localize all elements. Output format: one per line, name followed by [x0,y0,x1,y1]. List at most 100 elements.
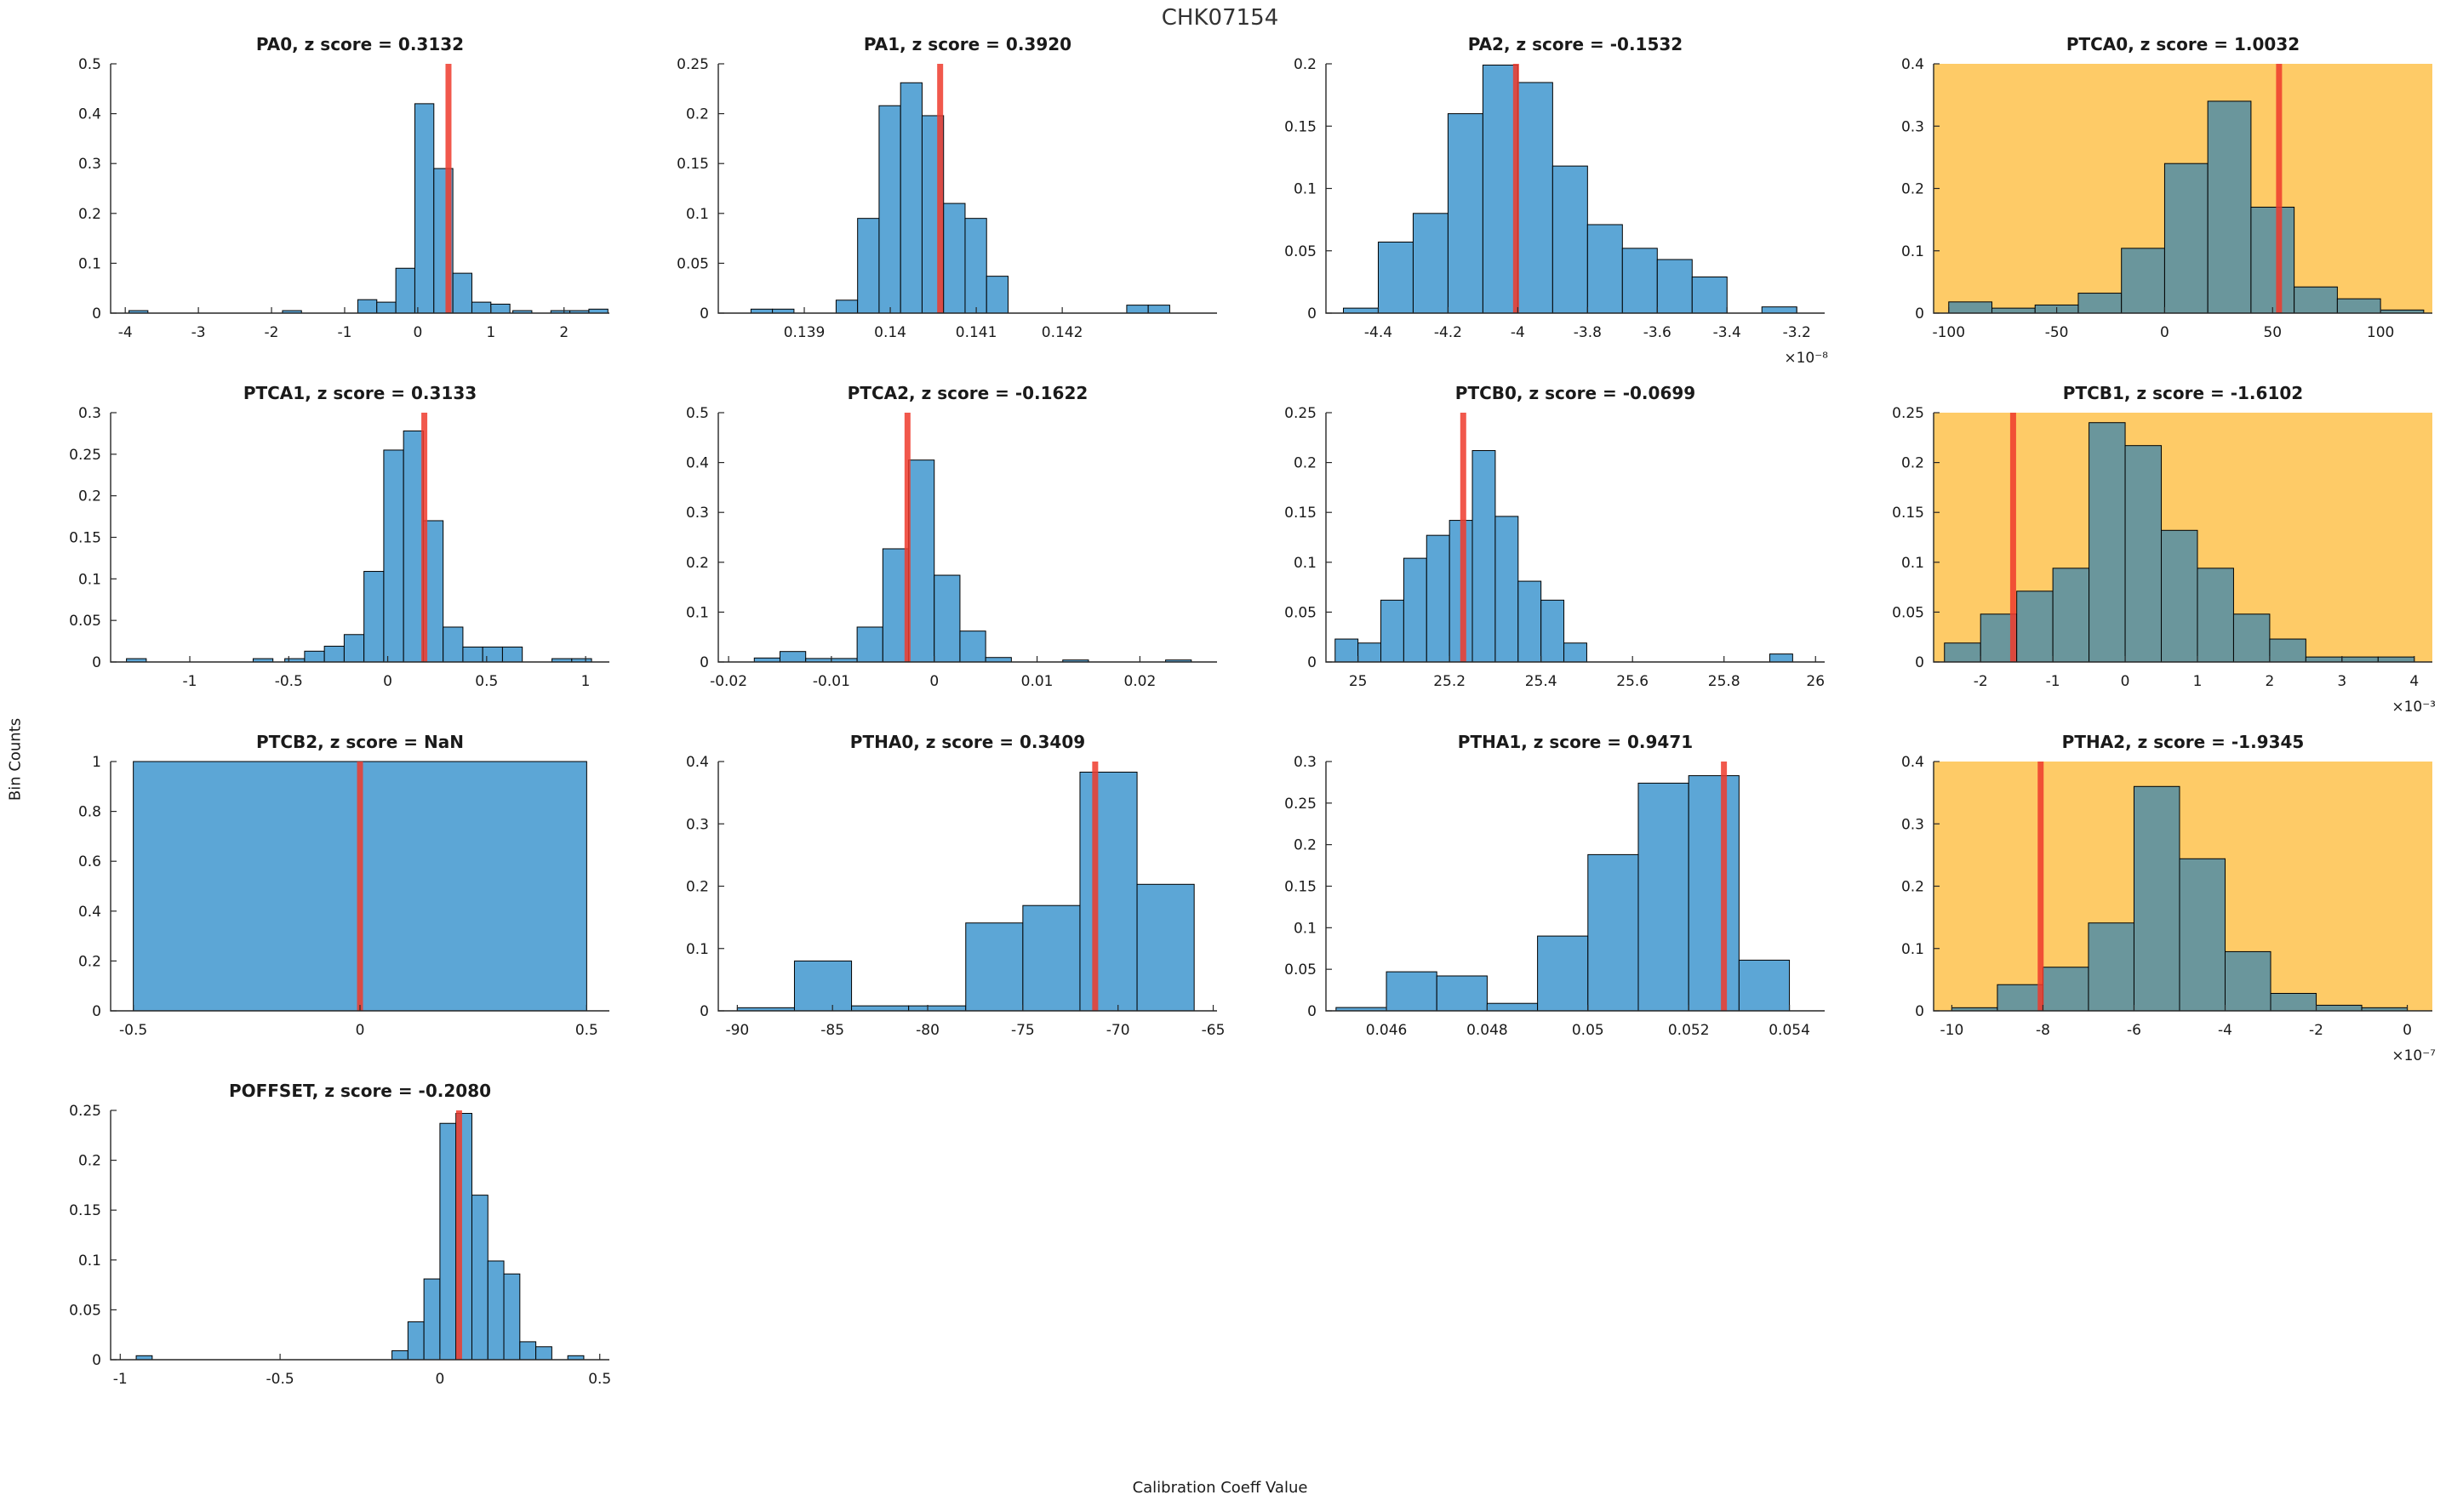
histogram-bar [2197,568,2234,663]
x-tick-label: 1 [2193,673,2203,690]
histogram-bar [2336,298,2381,314]
x-tick-label: -100 [1932,324,1965,341]
x-tick-label: -0.01 [813,673,850,690]
x-tick-label: -6 [2127,1022,2141,1039]
x-tick-label: 0.046 [1366,1022,1408,1039]
y-tick-label: 0 [92,305,101,322]
axes-lines [110,1110,609,1361]
coeff-value-line [1512,64,1519,313]
x-tick-label: 0.048 [1466,1022,1508,1039]
subplot-title: PA1, z score = 0.3920 [864,34,1071,54]
x-tick-label: 0.142 [1042,324,1083,341]
x-tick-label: -80 [916,1022,940,1039]
histogram-bar [383,449,404,663]
x-tick-label: -3 [191,324,206,341]
histogram-bar [779,651,807,663]
y-tick-label: 0 [92,1003,101,1020]
histogram-bar [2250,206,2295,314]
x-tick-label: 2 [559,324,569,341]
histogram-bar [835,300,859,314]
histogram-bar [772,308,795,314]
y-tick-label: 0.3 [1294,754,1317,771]
histogram-bar [2207,100,2252,314]
histogram-bar [1551,165,1588,314]
y-tick-label: 0.15 [1892,505,1924,522]
histogram-bar [1147,305,1170,314]
subplot-ptca2: -0.02 -0.01 0 0.01 0.02 0 0.1 0.2 0.3 0.4 0.5 PTCA2… [686,383,1217,690]
y-tick-label: 0.1 [1901,555,1924,572]
x-tick-label: -65 [1202,1022,1226,1039]
x-tick-label: 0.054 [1769,1022,1810,1039]
subplot-grid: -4 -3 -2 -1 0 1 2 0 0.1 0.2 0.3 0.4 0.5 PA0, z score … [7,26,2437,1421]
y-tick-label: 0.25 [69,1103,101,1120]
coeff-value-line [2276,64,2283,313]
y-tick-label: 0.2 [1901,455,1924,472]
x-tick-label: -85 [820,1022,844,1039]
x-tick-label: -70 [1106,1022,1130,1039]
x-tick-label: -1 [113,1371,128,1388]
y-tick-label: 0.25 [69,447,101,464]
x-tick-label: 0.5 [588,1371,611,1388]
x-tick-label: 0.139 [784,324,826,341]
y-tick-label: 0.2 [1901,879,1924,896]
subplot-ptca1: -1 -0.5 0 0.5 1 0 0.05 0.1 0.15 0.2 0.25 0.3 PTCA1, … [69,383,609,690]
x-tick-label: -1 [183,673,197,690]
histogram-bar [376,301,397,314]
x-tick-label: -4.4 [1364,324,1392,341]
x-tick-label: 0.14 [874,324,906,341]
coeff-value-line [904,413,911,662]
y-tick-label: 0 [1915,654,1924,671]
histogram-bar [1126,305,1149,314]
x-tick-label: 0.5 [575,1022,598,1039]
x-tick-label: -0.5 [119,1022,147,1039]
coeff-value-line [445,64,452,313]
subplot-title: PTCB1, z score = -1.6102 [2063,383,2303,403]
histogram-bar [2163,163,2209,314]
y-tick-label: 0.4 [78,106,101,123]
histogram-bar [959,630,986,663]
histogram-bar [1691,277,1728,314]
subplot-title: PTCA2, z score = -0.1622 [848,383,1089,403]
axes-lines [717,413,1217,663]
histogram-bar [1738,959,1791,1012]
subplot-title: PA0, z score = 0.3132 [256,34,464,54]
x-tick-label: 25.4 [1525,673,1557,690]
histogram-bar [1403,557,1427,663]
y-tick-label: 0.2 [1294,837,1317,854]
histogram-bar [2121,248,2165,314]
y-tick-label: 0.5 [686,405,709,422]
x-tick-label: -4 [1511,324,1525,341]
x-tick-label: -1 [2046,673,2060,690]
histogram-bar [2052,568,2090,663]
x-tick-label: -0.5 [266,1371,294,1388]
coeff-value-line [1460,413,1466,662]
x-tick-label: -50 [2045,324,2069,341]
y-tick-label: 0 [700,305,709,322]
histogram-bar [1540,599,1565,663]
y-tick-label: 0.05 [1892,604,1924,621]
histogram-bar [934,574,961,663]
histogram-bar [2077,293,2123,314]
y-tick-label: 0.15 [69,530,101,547]
y-tick-label: 0 [92,1352,101,1369]
y-tick-label: 0.25 [677,56,709,73]
y-tick-label: 0.3 [686,816,709,833]
histogram-bar [2341,656,2379,663]
y-tick-label: 0.1 [78,571,101,588]
x-tick-label: 1 [486,324,495,341]
y-tick-label: 0.2 [686,879,709,896]
y-tick-label: 0.2 [78,1153,101,1170]
x-tick-label: 0.05 [1572,1022,1604,1039]
histogram-bar [856,626,883,663]
histogram-bar [1537,935,1589,1012]
histogram-bar [363,571,385,663]
y-tick-label: 0.8 [78,804,101,821]
y-tick-label: 0.15 [1284,879,1317,896]
y-tick-label: 0.1 [1901,941,1924,958]
x-tick-label: 1 [581,673,591,690]
coeff-value-line [421,413,428,662]
x-tick-label: -3.2 [1783,324,1811,341]
histogram-bar [2179,858,2226,1012]
y-tick-label: 0 [700,1003,709,1020]
histogram-bar [1136,883,1195,1012]
